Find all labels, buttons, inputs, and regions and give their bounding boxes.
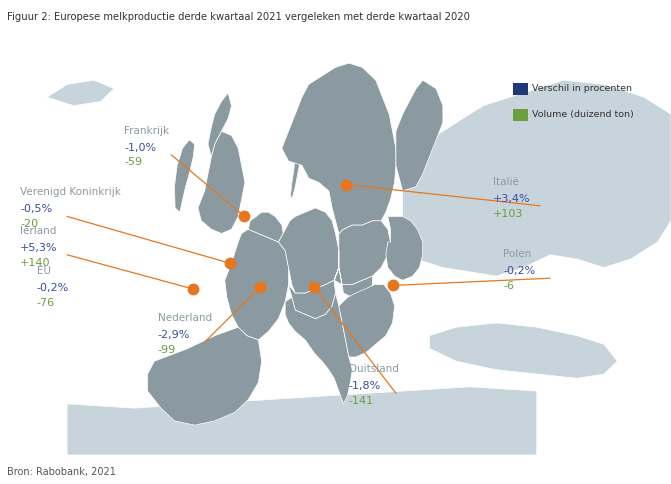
Polygon shape [403,80,671,276]
Polygon shape [282,63,396,233]
Text: Italië: Italië [493,177,519,187]
Text: +140: +140 [20,257,50,268]
Text: Verschil in procenten: Verschil in procenten [532,84,632,93]
Text: -99: -99 [158,345,176,355]
Polygon shape [198,131,245,233]
Text: +5,3%: +5,3% [20,242,58,253]
Polygon shape [47,80,114,106]
Polygon shape [334,251,372,297]
Text: +3,4%: +3,4% [493,194,531,204]
Text: -20: -20 [20,219,38,229]
Text: Bron: Rabobank, 2021: Bron: Rabobank, 2021 [7,467,115,477]
Text: Frankrijk: Frankrijk [124,125,169,136]
Text: -76: -76 [37,298,55,308]
Text: -1,0%: -1,0% [124,143,156,152]
Text: EU: EU [37,266,51,276]
Text: Volume (duizend ton): Volume (duizend ton) [532,110,634,119]
Text: +103: +103 [493,209,523,219]
Polygon shape [225,229,289,340]
Polygon shape [289,280,336,318]
Polygon shape [278,208,339,293]
FancyBboxPatch shape [513,83,528,95]
Polygon shape [285,293,352,404]
Text: -6: -6 [503,281,514,291]
Polygon shape [334,221,391,285]
Text: -0,2%: -0,2% [37,283,69,293]
Text: -141: -141 [349,396,374,406]
Text: Polen: Polen [503,249,531,259]
Polygon shape [429,323,617,378]
Polygon shape [339,285,395,357]
Text: -1,8%: -1,8% [349,381,381,391]
Polygon shape [291,148,301,199]
Text: -0,2%: -0,2% [503,266,535,276]
Polygon shape [386,216,423,280]
Polygon shape [208,93,231,157]
Text: Ierland: Ierland [20,226,56,236]
Polygon shape [174,140,195,212]
Text: Figuur 2: Europese melkproductie derde kwartaal 2021 vergeleken met derde kwarta: Figuur 2: Europese melkproductie derde k… [7,12,470,22]
Polygon shape [148,327,262,425]
FancyBboxPatch shape [513,109,528,121]
Text: -0,5%: -0,5% [20,204,52,214]
Polygon shape [248,212,283,242]
Text: Verenigd Koninkrijk: Verenigd Koninkrijk [20,187,121,197]
Polygon shape [67,387,537,455]
Text: Duitsland: Duitsland [349,364,399,374]
Polygon shape [396,80,443,191]
Text: -59: -59 [124,157,142,167]
Text: Nederland: Nederland [158,313,212,323]
Text: -2,9%: -2,9% [158,330,190,340]
